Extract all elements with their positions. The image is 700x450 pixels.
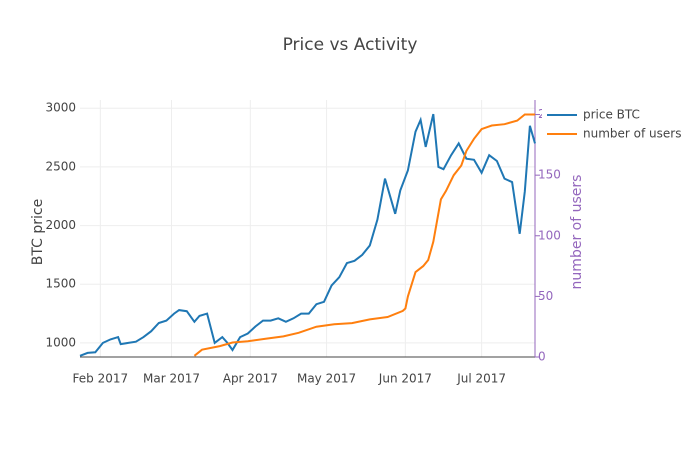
legend-label: price BTC (583, 108, 640, 122)
x-tick-label: Feb 2017 (73, 372, 129, 386)
legend-label: number of users (583, 127, 681, 141)
y-axis-title: BTC price (30, 199, 46, 265)
x-tick-label: Jul 2017 (456, 372, 506, 386)
x-tick-label: Mar 2017 (143, 372, 200, 386)
y2-axis-title: number of users (569, 175, 585, 290)
y-tick-label: 1500 (45, 277, 76, 291)
x-tick-label: Jun 2017 (378, 372, 432, 386)
chart-title: Price vs Activity (283, 35, 418, 55)
y-tick-label: 1000 (45, 335, 76, 349)
y-tick-label: 2000 (45, 218, 76, 232)
x-tick-label: May 2017 (297, 372, 356, 386)
series-line (79, 113, 536, 357)
x-tick-label: Apr 2017 (223, 372, 278, 386)
y2-tick-label: 0 (538, 350, 546, 364)
y-tick-label: 3000 (45, 101, 76, 115)
series-line (193, 113, 535, 357)
y2-tick-label: 100 (538, 228, 561, 242)
y-tick-label: 2500 (45, 159, 76, 173)
y2-tick-label: 50 (538, 289, 553, 303)
legend-background (542, 104, 692, 144)
y2-tick-label: 150 (538, 168, 561, 182)
